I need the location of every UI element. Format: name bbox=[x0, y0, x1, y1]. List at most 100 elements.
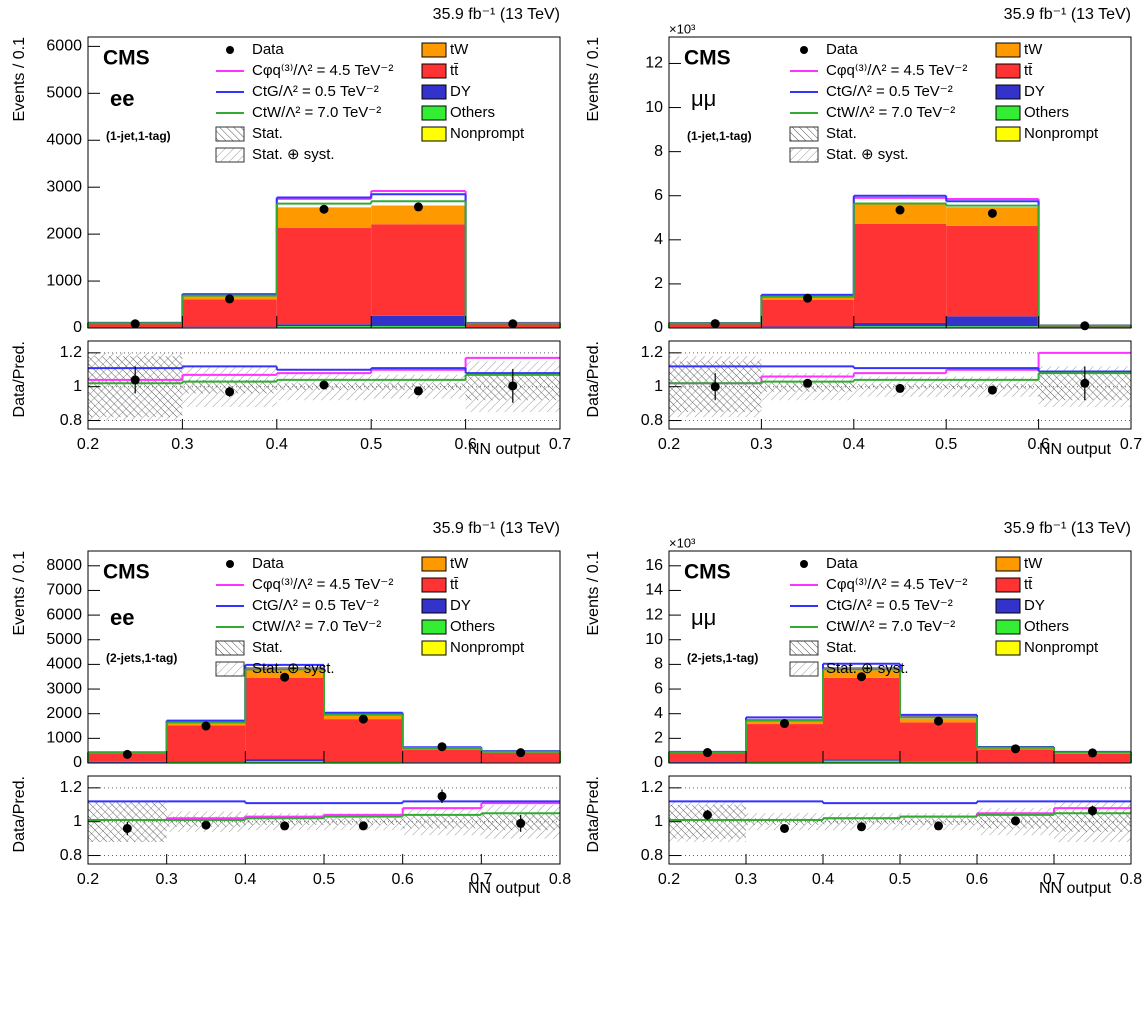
legend-label: DY bbox=[450, 597, 471, 614]
stack-bar bbox=[324, 761, 403, 762]
category-label: (1-jet,1-tag) bbox=[106, 129, 171, 143]
legend-label: tt̄ bbox=[450, 576, 459, 593]
stack-bar bbox=[245, 677, 324, 760]
legend-box bbox=[995, 63, 1021, 79]
stack-bar bbox=[276, 326, 372, 328]
stack-bar bbox=[853, 223, 947, 323]
legend-label: Data bbox=[252, 555, 284, 572]
y-tick-label: 0 bbox=[73, 754, 82, 771]
lumi-label: 35.9 fb⁻¹ (13 TeV) bbox=[1004, 520, 1131, 537]
legend-label: Others bbox=[450, 618, 495, 635]
data-point bbox=[1088, 748, 1097, 758]
legend-label: tt̄ bbox=[450, 62, 459, 79]
x-tick-label: 0.5 bbox=[360, 436, 382, 453]
stack-bar bbox=[1054, 753, 1131, 763]
channel-label: ee bbox=[110, 605, 134, 630]
stack-bar bbox=[245, 759, 324, 762]
y-scale-label: ×10³ bbox=[669, 535, 696, 550]
x-tick-label: 0.2 bbox=[658, 871, 680, 888]
legend-label: CtG/Λ² = 0.5 TeV⁻² bbox=[826, 83, 953, 100]
data-point bbox=[780, 719, 789, 729]
data-point bbox=[703, 748, 712, 758]
legend-label: tt̄ bbox=[1024, 576, 1033, 593]
data-point bbox=[225, 294, 235, 304]
ratio-point bbox=[508, 381, 518, 391]
legend-label: Others bbox=[450, 104, 495, 121]
legend-box bbox=[421, 63, 447, 79]
legend-band bbox=[215, 661, 245, 677]
x-tick-label: 0.3 bbox=[750, 436, 772, 453]
x-tick-label: 0.3 bbox=[156, 871, 178, 888]
legend-label: Nonprompt bbox=[450, 125, 525, 142]
plot-frame bbox=[668, 36, 1132, 329]
y-tick-label: 16 bbox=[645, 557, 663, 574]
data-point bbox=[508, 319, 518, 329]
data-point bbox=[1011, 744, 1020, 754]
ratio-frame bbox=[668, 340, 1132, 430]
x-tick-label: 0.7 bbox=[470, 871, 492, 888]
legend-label: tW bbox=[1024, 555, 1043, 572]
data-point bbox=[803, 293, 813, 303]
x-tick-label: 0.2 bbox=[77, 436, 99, 453]
x-tick-label: 0.4 bbox=[266, 436, 288, 453]
legend-box bbox=[421, 556, 447, 572]
legend-marker bbox=[800, 46, 808, 54]
y-tick-label: 12 bbox=[645, 55, 663, 72]
stack-bar bbox=[371, 315, 466, 327]
y-tick-label: 4 bbox=[654, 231, 663, 248]
x-tick-label: 0.6 bbox=[454, 436, 476, 453]
legend-box bbox=[421, 640, 447, 656]
ratio-point bbox=[895, 383, 905, 393]
ratio-point bbox=[516, 818, 526, 828]
legend-label: Nonprompt bbox=[1024, 125, 1099, 142]
legend-label: CtG/Λ² = 0.5 TeV⁻² bbox=[826, 597, 953, 614]
x-tick-label: 0.3 bbox=[735, 871, 757, 888]
channel-label: ee bbox=[110, 86, 134, 111]
y-tick-label: 8 bbox=[654, 143, 663, 160]
y-tick-label: 2000 bbox=[46, 225, 82, 242]
stack-bar bbox=[746, 761, 823, 763]
legend-label: Stat. bbox=[252, 639, 283, 656]
stack-bar bbox=[946, 316, 1039, 327]
legend-box bbox=[421, 598, 447, 614]
stack-bar bbox=[182, 327, 277, 328]
stack-bar bbox=[823, 760, 900, 763]
y-tick-label: 6000 bbox=[46, 606, 82, 623]
ratio-point bbox=[358, 821, 368, 831]
x-tick-label: 0.5 bbox=[313, 871, 335, 888]
ratio-point bbox=[130, 375, 140, 385]
ratio-y-axis-label: Data/Pred. bbox=[11, 776, 28, 852]
y-tick-label: 6000 bbox=[46, 38, 82, 55]
legend-marker bbox=[800, 560, 808, 568]
y-tick-label: 10 bbox=[645, 99, 663, 116]
legend-label: tW bbox=[450, 555, 469, 572]
lumi-label: 35.9 fb⁻¹ (13 TeV) bbox=[433, 6, 560, 23]
y-tick-label: 4 bbox=[654, 705, 663, 722]
stack-bar bbox=[276, 324, 372, 327]
legend-box bbox=[421, 105, 447, 121]
y-axis-label: Events / 0.1 bbox=[11, 37, 28, 122]
y-tick-label: 6 bbox=[654, 187, 663, 204]
legend-box bbox=[995, 556, 1021, 572]
y-tick-label: 7000 bbox=[46, 582, 82, 599]
data-point bbox=[122, 749, 132, 759]
stack-bar bbox=[166, 761, 246, 762]
legend-label: Others bbox=[1024, 104, 1069, 121]
y-tick-label: 1000 bbox=[46, 730, 82, 747]
y-tick-label: 5000 bbox=[46, 85, 82, 102]
y-tick-label: 0.8 bbox=[60, 847, 82, 864]
category-label: (2-jets,1-tag) bbox=[687, 651, 758, 665]
legend-label: Stat. ⊕ syst. bbox=[826, 146, 909, 163]
legend-label: tW bbox=[450, 41, 469, 58]
experiment-label: CMS bbox=[684, 561, 731, 584]
y-tick-label: 12 bbox=[645, 606, 663, 623]
data-point bbox=[857, 672, 866, 682]
category-label: (2-jets,1-tag) bbox=[106, 651, 177, 665]
y-tick-label: 2 bbox=[654, 275, 663, 292]
y-tick-label: 6 bbox=[654, 680, 663, 697]
y-tick-label: 14 bbox=[645, 582, 663, 599]
legend-label: CtW/Λ² = 7.0 TeV⁻² bbox=[826, 104, 955, 121]
channel-label: μμ bbox=[691, 86, 716, 111]
x-tick-label: 0.2 bbox=[77, 871, 99, 888]
x-tick-label: 0.4 bbox=[234, 871, 256, 888]
